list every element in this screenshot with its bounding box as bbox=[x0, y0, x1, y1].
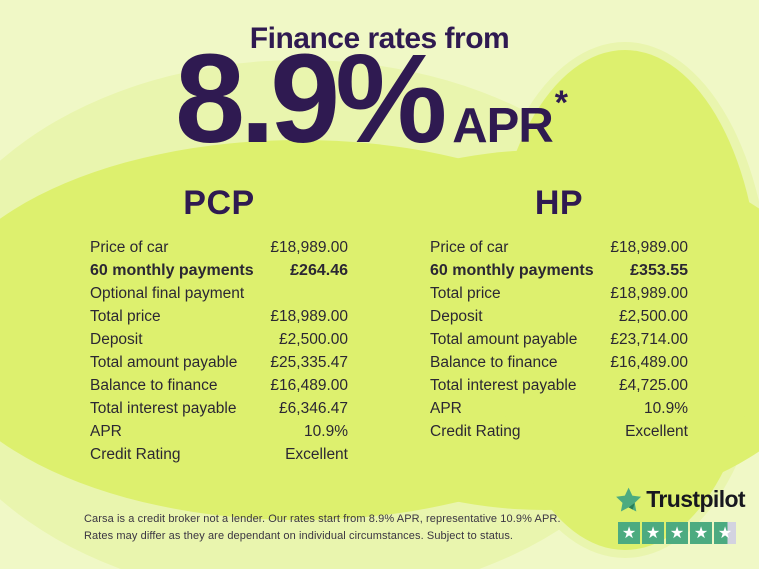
apr-label: APR bbox=[452, 99, 553, 153]
row-value: £16,489.00 bbox=[270, 376, 348, 394]
trustpilot-widget: Trustpilot ★ ★ ★ ★ ★ bbox=[615, 485, 746, 544]
row-value: £18,989.00 bbox=[610, 284, 688, 302]
table-row: Deposit £2,500.00 bbox=[90, 328, 348, 351]
row-value: £4,725.00 bbox=[619, 376, 688, 394]
trustpilot-logo: Trustpilot bbox=[615, 485, 746, 514]
row-label: Total price bbox=[90, 307, 161, 325]
row-value: £18,989.00 bbox=[270, 307, 348, 325]
table-row: Total price £18,989.00 bbox=[90, 305, 348, 328]
star-glyph: ★ bbox=[717, 523, 733, 542]
row-label: APR bbox=[430, 399, 462, 417]
table-row: Deposit £2,500.00 bbox=[430, 305, 688, 328]
table-row: 60 monthly payments £264.46 bbox=[90, 259, 348, 282]
star-full-icon: ★ bbox=[666, 522, 688, 544]
table-row: Price of car £18,989.00 bbox=[430, 236, 688, 259]
table-row: APR 10.9% bbox=[430, 397, 688, 420]
row-label: 60 monthly payments bbox=[90, 261, 254, 279]
row-value: £18,989.00 bbox=[270, 238, 348, 256]
row-label: Balance to finance bbox=[430, 353, 558, 371]
table-row: Total amount payable £23,714.00 bbox=[430, 328, 688, 351]
row-value: £23,714.00 bbox=[610, 330, 688, 348]
row-label: Balance to finance bbox=[90, 376, 218, 394]
background-circle-top-right bbox=[490, 50, 759, 550]
pcp-title: PCP bbox=[183, 184, 255, 222]
row-label: 60 monthly payments bbox=[430, 261, 594, 279]
star-full-icon: ★ bbox=[618, 522, 640, 544]
pcp-table: Price of car £18,989.00 60 monthly payment… bbox=[90, 236, 348, 466]
row-label: Total amount payable bbox=[430, 330, 578, 348]
star-glyph: ★ bbox=[645, 523, 661, 542]
row-value: Excellent bbox=[625, 422, 688, 440]
table-row: APR 10.9% bbox=[90, 420, 348, 443]
row-value: £25,335.47 bbox=[270, 353, 348, 371]
row-label: Deposit bbox=[430, 307, 483, 325]
row-label: Deposit bbox=[90, 330, 143, 348]
rate-value: 8.9% bbox=[175, 28, 447, 169]
table-row: Total amount payable £25,335.47 bbox=[90, 351, 348, 374]
row-value: £2,500.00 bbox=[619, 307, 688, 325]
hp-panel: HP Price of car £18,989.00 60 monthly paym… bbox=[430, 184, 688, 443]
banner-title: Finance rates from bbox=[249, 22, 510, 55]
star-half-icon: ★ bbox=[714, 522, 736, 544]
hp-table: Price of car £18,989.00 60 monthly payment… bbox=[430, 236, 688, 443]
trustpilot-rating-stars: ★ ★ ★ ★ ★ bbox=[618, 522, 745, 544]
row-label: Price of car bbox=[90, 238, 169, 256]
row-label: Total interest payable bbox=[430, 376, 577, 394]
table-row: Price of car £18,989.00 bbox=[90, 236, 348, 259]
row-value: £18,989.00 bbox=[610, 238, 688, 256]
table-row: Balance to finance £16,489.00 bbox=[430, 351, 688, 374]
star-glyph: ★ bbox=[621, 523, 637, 542]
table-row: Total price £18,989.00 bbox=[430, 282, 688, 305]
row-label: Credit Rating bbox=[90, 445, 181, 463]
star-glyph: ★ bbox=[693, 523, 709, 542]
row-value: 10.9% bbox=[304, 422, 348, 440]
hp-title: HP bbox=[534, 184, 584, 222]
pcp-panel: PCP Price of car £18,989.00 60 monthly pay… bbox=[90, 184, 348, 466]
table-row: 60 monthly payments £353.55 bbox=[430, 259, 688, 282]
row-label: Credit Rating bbox=[430, 422, 521, 440]
row-value: £264.46 bbox=[290, 261, 348, 279]
table-row: Credit Rating Excellent bbox=[430, 420, 688, 443]
trustpilot-star-icon bbox=[616, 487, 642, 512]
star-glyph: ★ bbox=[669, 523, 685, 542]
row-value: £6,346.47 bbox=[279, 399, 348, 417]
star-full-icon: ★ bbox=[642, 522, 664, 544]
headline-rate: 8.9% APR * bbox=[0, 36, 751, 162]
row-value: 10.9% bbox=[644, 399, 688, 417]
star-full-icon: ★ bbox=[690, 522, 712, 544]
table-row: Optional final payment bbox=[90, 282, 348, 305]
row-label: Price of car bbox=[430, 238, 509, 256]
row-label: Total interest payable bbox=[90, 399, 237, 417]
row-label: Total price bbox=[430, 284, 501, 302]
table-row: Total interest payable £4,725.00 bbox=[430, 374, 688, 397]
row-value: £16,489.00 bbox=[610, 353, 688, 371]
row-value: £353.55 bbox=[630, 261, 688, 279]
row-label: Optional final payment bbox=[90, 284, 245, 302]
trustpilot-name: Trustpilot bbox=[646, 486, 745, 512]
row-value: £2,500.00 bbox=[279, 330, 348, 348]
table-row: Credit Rating Excellent bbox=[90, 443, 348, 466]
row-value: Excellent bbox=[285, 445, 348, 463]
row-label: APR bbox=[90, 422, 122, 440]
table-row: Total interest payable £6,346.47 bbox=[90, 397, 348, 420]
footnote-asterisk: * bbox=[554, 84, 568, 122]
table-row: Balance to finance £16,489.00 bbox=[90, 374, 348, 397]
row-label: Total amount payable bbox=[90, 353, 238, 371]
legal-disclaimer: Carsa is a credit broker not a lender. O… bbox=[84, 513, 561, 542]
